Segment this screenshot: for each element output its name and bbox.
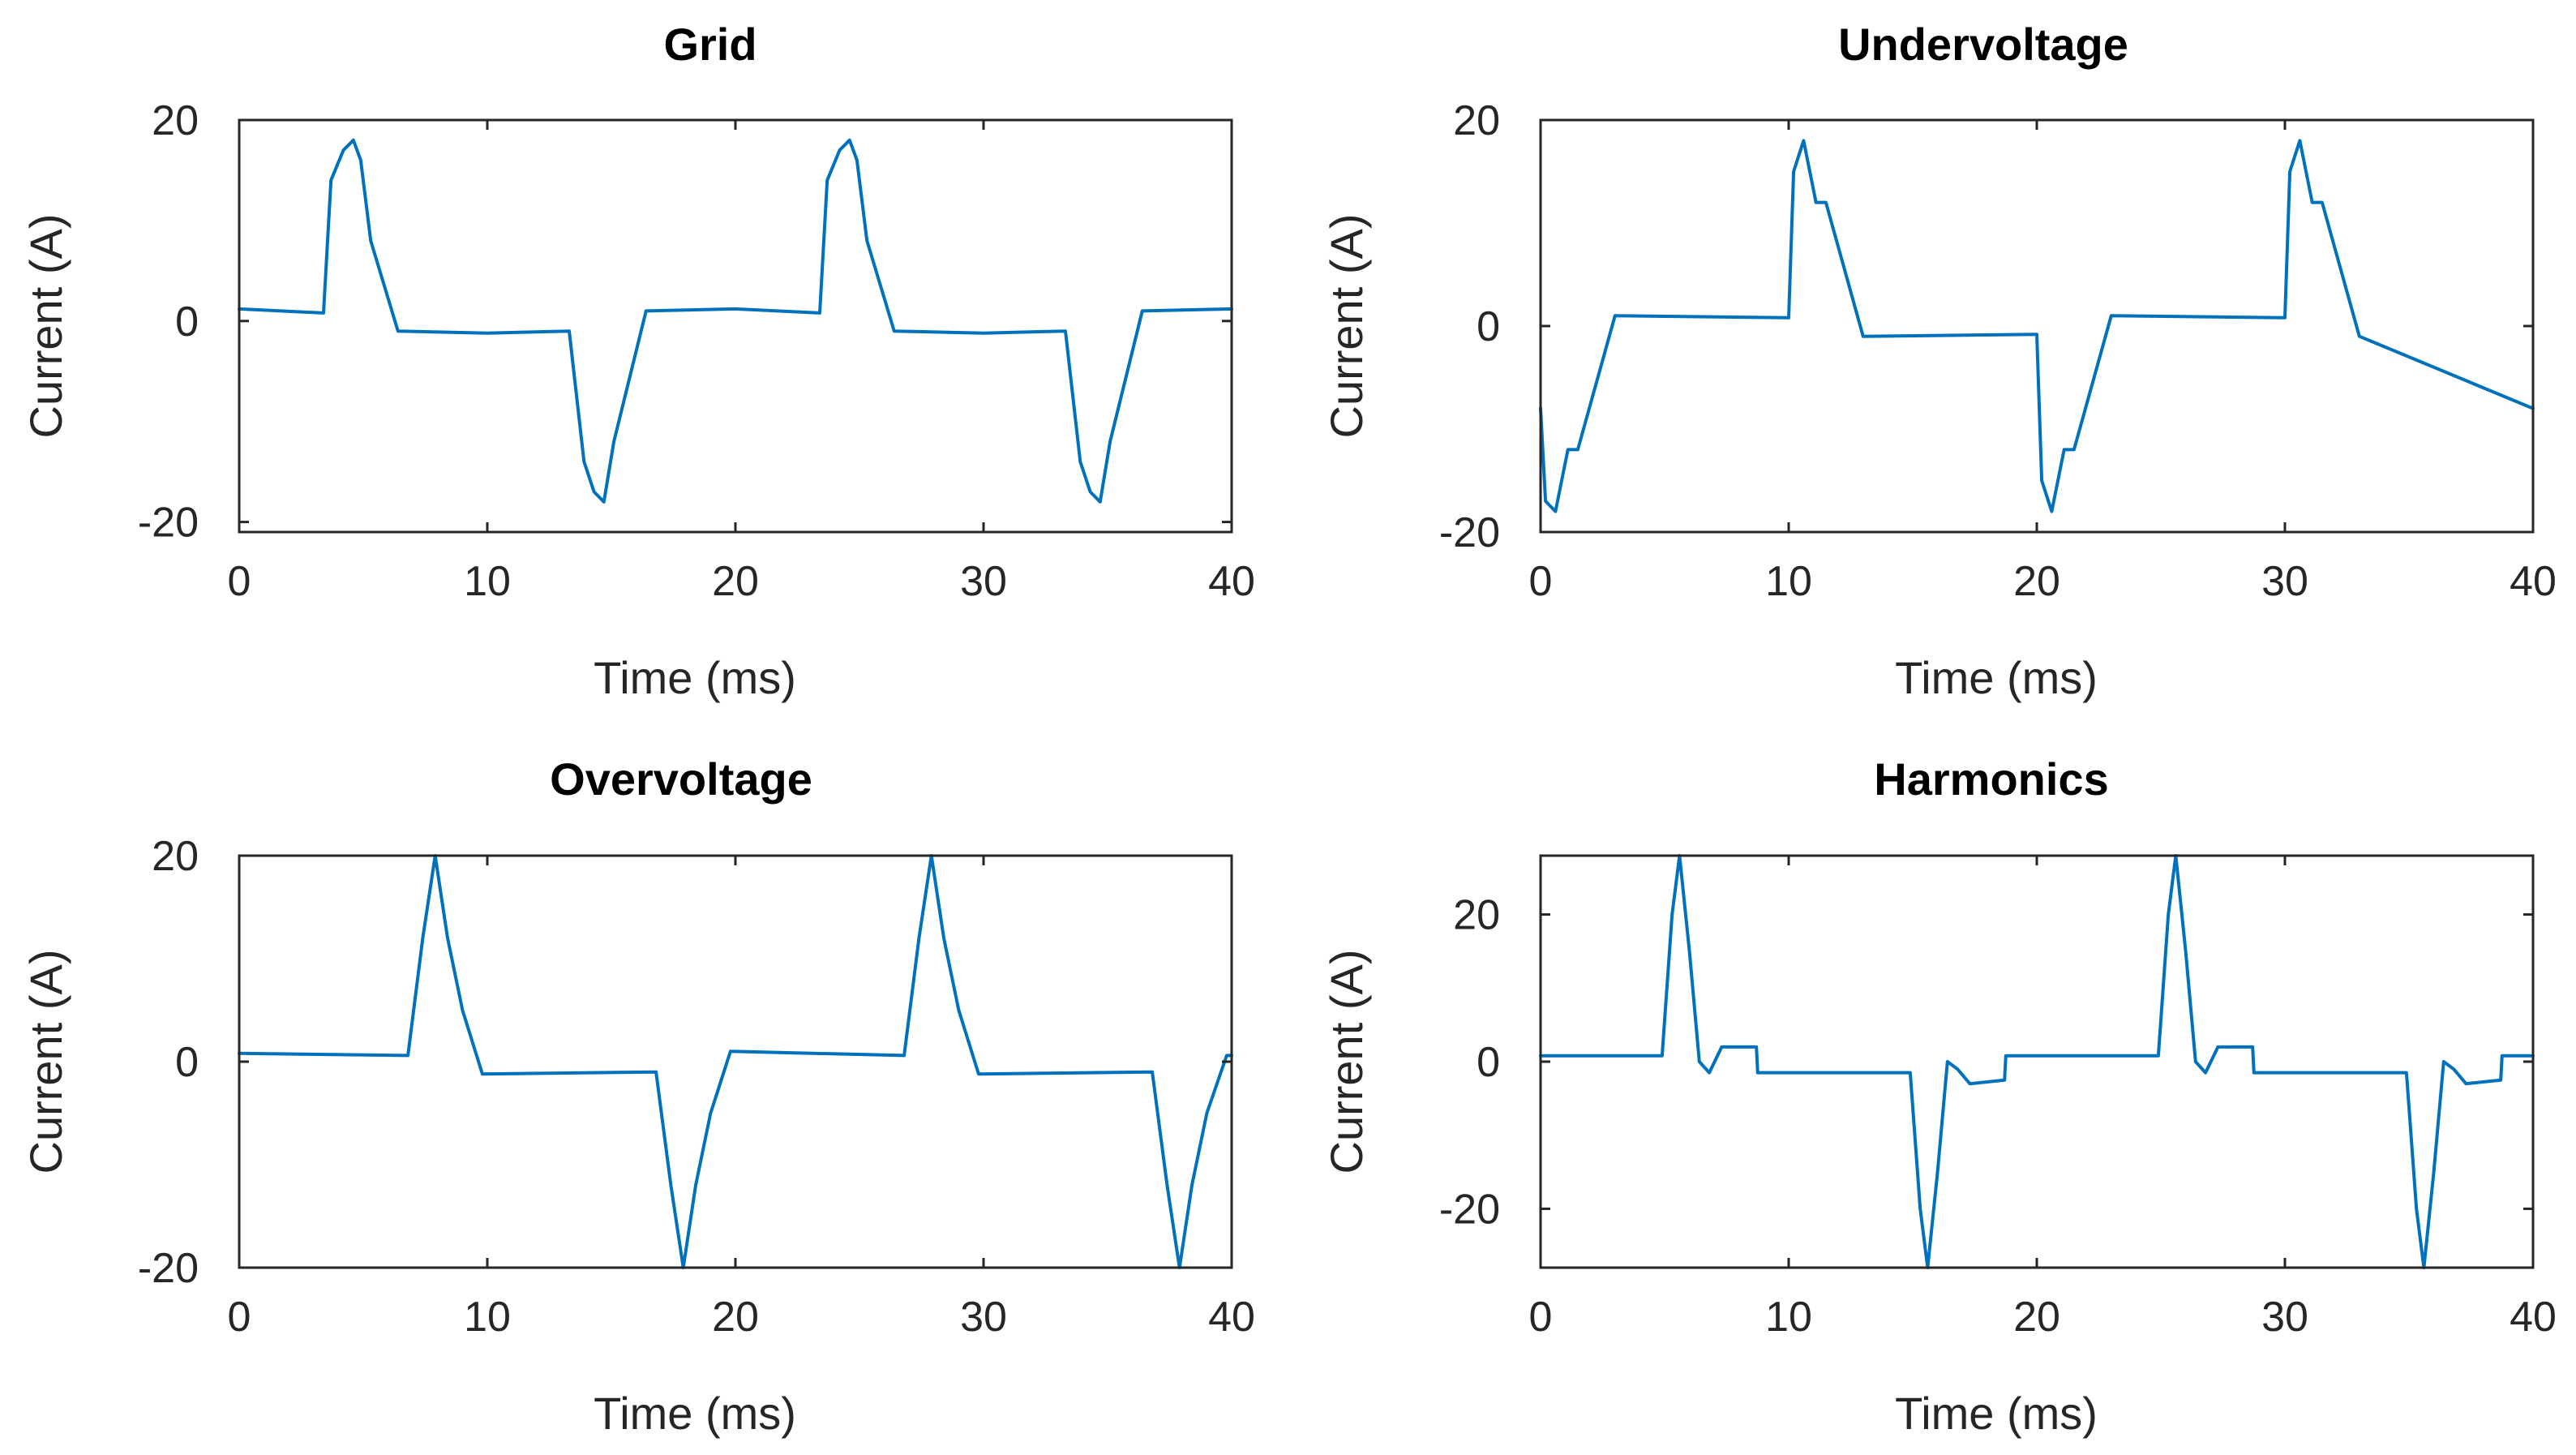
plot-frame bbox=[1539, 854, 2535, 1269]
plot-frame bbox=[1539, 118, 2535, 534]
harmonics-chart-panel: Harmonics -20 0 20 0 10 20 30 40 Time (m… bbox=[1321, 753, 2557, 1439]
y-tick-label-20: 20 bbox=[1453, 892, 1500, 939]
plot-area bbox=[1539, 118, 2535, 534]
x-axis-label: Time (ms) bbox=[1895, 652, 2098, 703]
x-tick-label-0: 0 bbox=[1529, 558, 1553, 605]
x-tick-label-20: 20 bbox=[2013, 558, 2060, 605]
x-axis-label: Time (ms) bbox=[594, 652, 796, 703]
plot-frame bbox=[238, 854, 1233, 1269]
x-tick-label-10: 10 bbox=[1765, 558, 1812, 605]
x-tick-label-30: 30 bbox=[960, 558, 1007, 605]
y-tick-label-neg20: -20 bbox=[1439, 509, 1500, 556]
chart-title: Overvoltage bbox=[550, 753, 812, 805]
y-tick-label-20: 20 bbox=[152, 833, 199, 880]
x-tick-label-40: 40 bbox=[1208, 558, 1255, 605]
x-tick-label-10: 10 bbox=[464, 558, 511, 605]
x-axis-label: Time (ms) bbox=[594, 1388, 796, 1439]
x-tick-label-40: 40 bbox=[2510, 1294, 2557, 1341]
y-tick-label-neg20: -20 bbox=[1439, 1186, 1500, 1233]
y-axis-label: Current (A) bbox=[20, 214, 71, 439]
y-tick-label-neg20: -20 bbox=[138, 500, 199, 547]
y-tick-label-0: 0 bbox=[175, 298, 199, 346]
chart-title: Harmonics bbox=[1874, 753, 2108, 805]
x-tick-label-30: 30 bbox=[960, 1294, 1007, 1341]
current-trace bbox=[238, 138, 1233, 504]
x-tick-label-20: 20 bbox=[2013, 1294, 2060, 1341]
undervoltage-chart-panel: Undervoltage -20 0 20 0 10 20 30 40 Time… bbox=[1321, 19, 2557, 703]
y-tick-label-0: 0 bbox=[175, 1039, 199, 1086]
chart-title: Undervoltage bbox=[1838, 19, 2128, 70]
x-tick-label-30: 30 bbox=[2261, 558, 2308, 605]
plot-frame bbox=[238, 118, 1233, 534]
x-tick-label-0: 0 bbox=[1529, 1294, 1553, 1341]
current-trace bbox=[1539, 854, 2535, 1269]
y-tick-label-neg20: -20 bbox=[138, 1245, 199, 1292]
grid-chart-panel: Grid -20 0 20 0 10 20 30 40 Time (ms) Cu… bbox=[20, 19, 1255, 703]
x-tick-label-10: 10 bbox=[1765, 1294, 1812, 1341]
current-trace bbox=[1539, 139, 2535, 513]
chart-title: Grid bbox=[663, 19, 757, 70]
x-tick-label-0: 0 bbox=[228, 1294, 251, 1341]
y-axis-label: Current (A) bbox=[1321, 950, 1372, 1174]
x-axis-label: Time (ms) bbox=[1895, 1388, 2098, 1439]
y-axis-label: Current (A) bbox=[1321, 214, 1372, 439]
y-tick-label-20: 20 bbox=[1453, 97, 1500, 144]
overvoltage-chart-panel: Overvoltage -20 0 20 0 10 20 30 40 Time … bbox=[20, 753, 1255, 1439]
y-tick-label-20: 20 bbox=[152, 97, 199, 144]
plot-area bbox=[238, 118, 1233, 532]
x-tick-label-40: 40 bbox=[2510, 558, 2557, 605]
plot-area bbox=[238, 854, 1233, 1269]
x-tick-label-20: 20 bbox=[712, 558, 759, 605]
y-tick-label-0: 0 bbox=[1477, 1039, 1500, 1086]
y-tick-label-0: 0 bbox=[1477, 303, 1500, 350]
plot-area bbox=[1539, 854, 2535, 1269]
x-tick-label-40: 40 bbox=[1208, 1294, 1255, 1341]
y-axis-label: Current (A) bbox=[20, 950, 71, 1174]
x-tick-label-0: 0 bbox=[228, 558, 251, 605]
x-tick-label-30: 30 bbox=[2261, 1294, 2308, 1341]
x-tick-label-10: 10 bbox=[464, 1294, 511, 1341]
current-trace bbox=[238, 854, 1233, 1269]
x-tick-label-20: 20 bbox=[712, 1294, 759, 1341]
